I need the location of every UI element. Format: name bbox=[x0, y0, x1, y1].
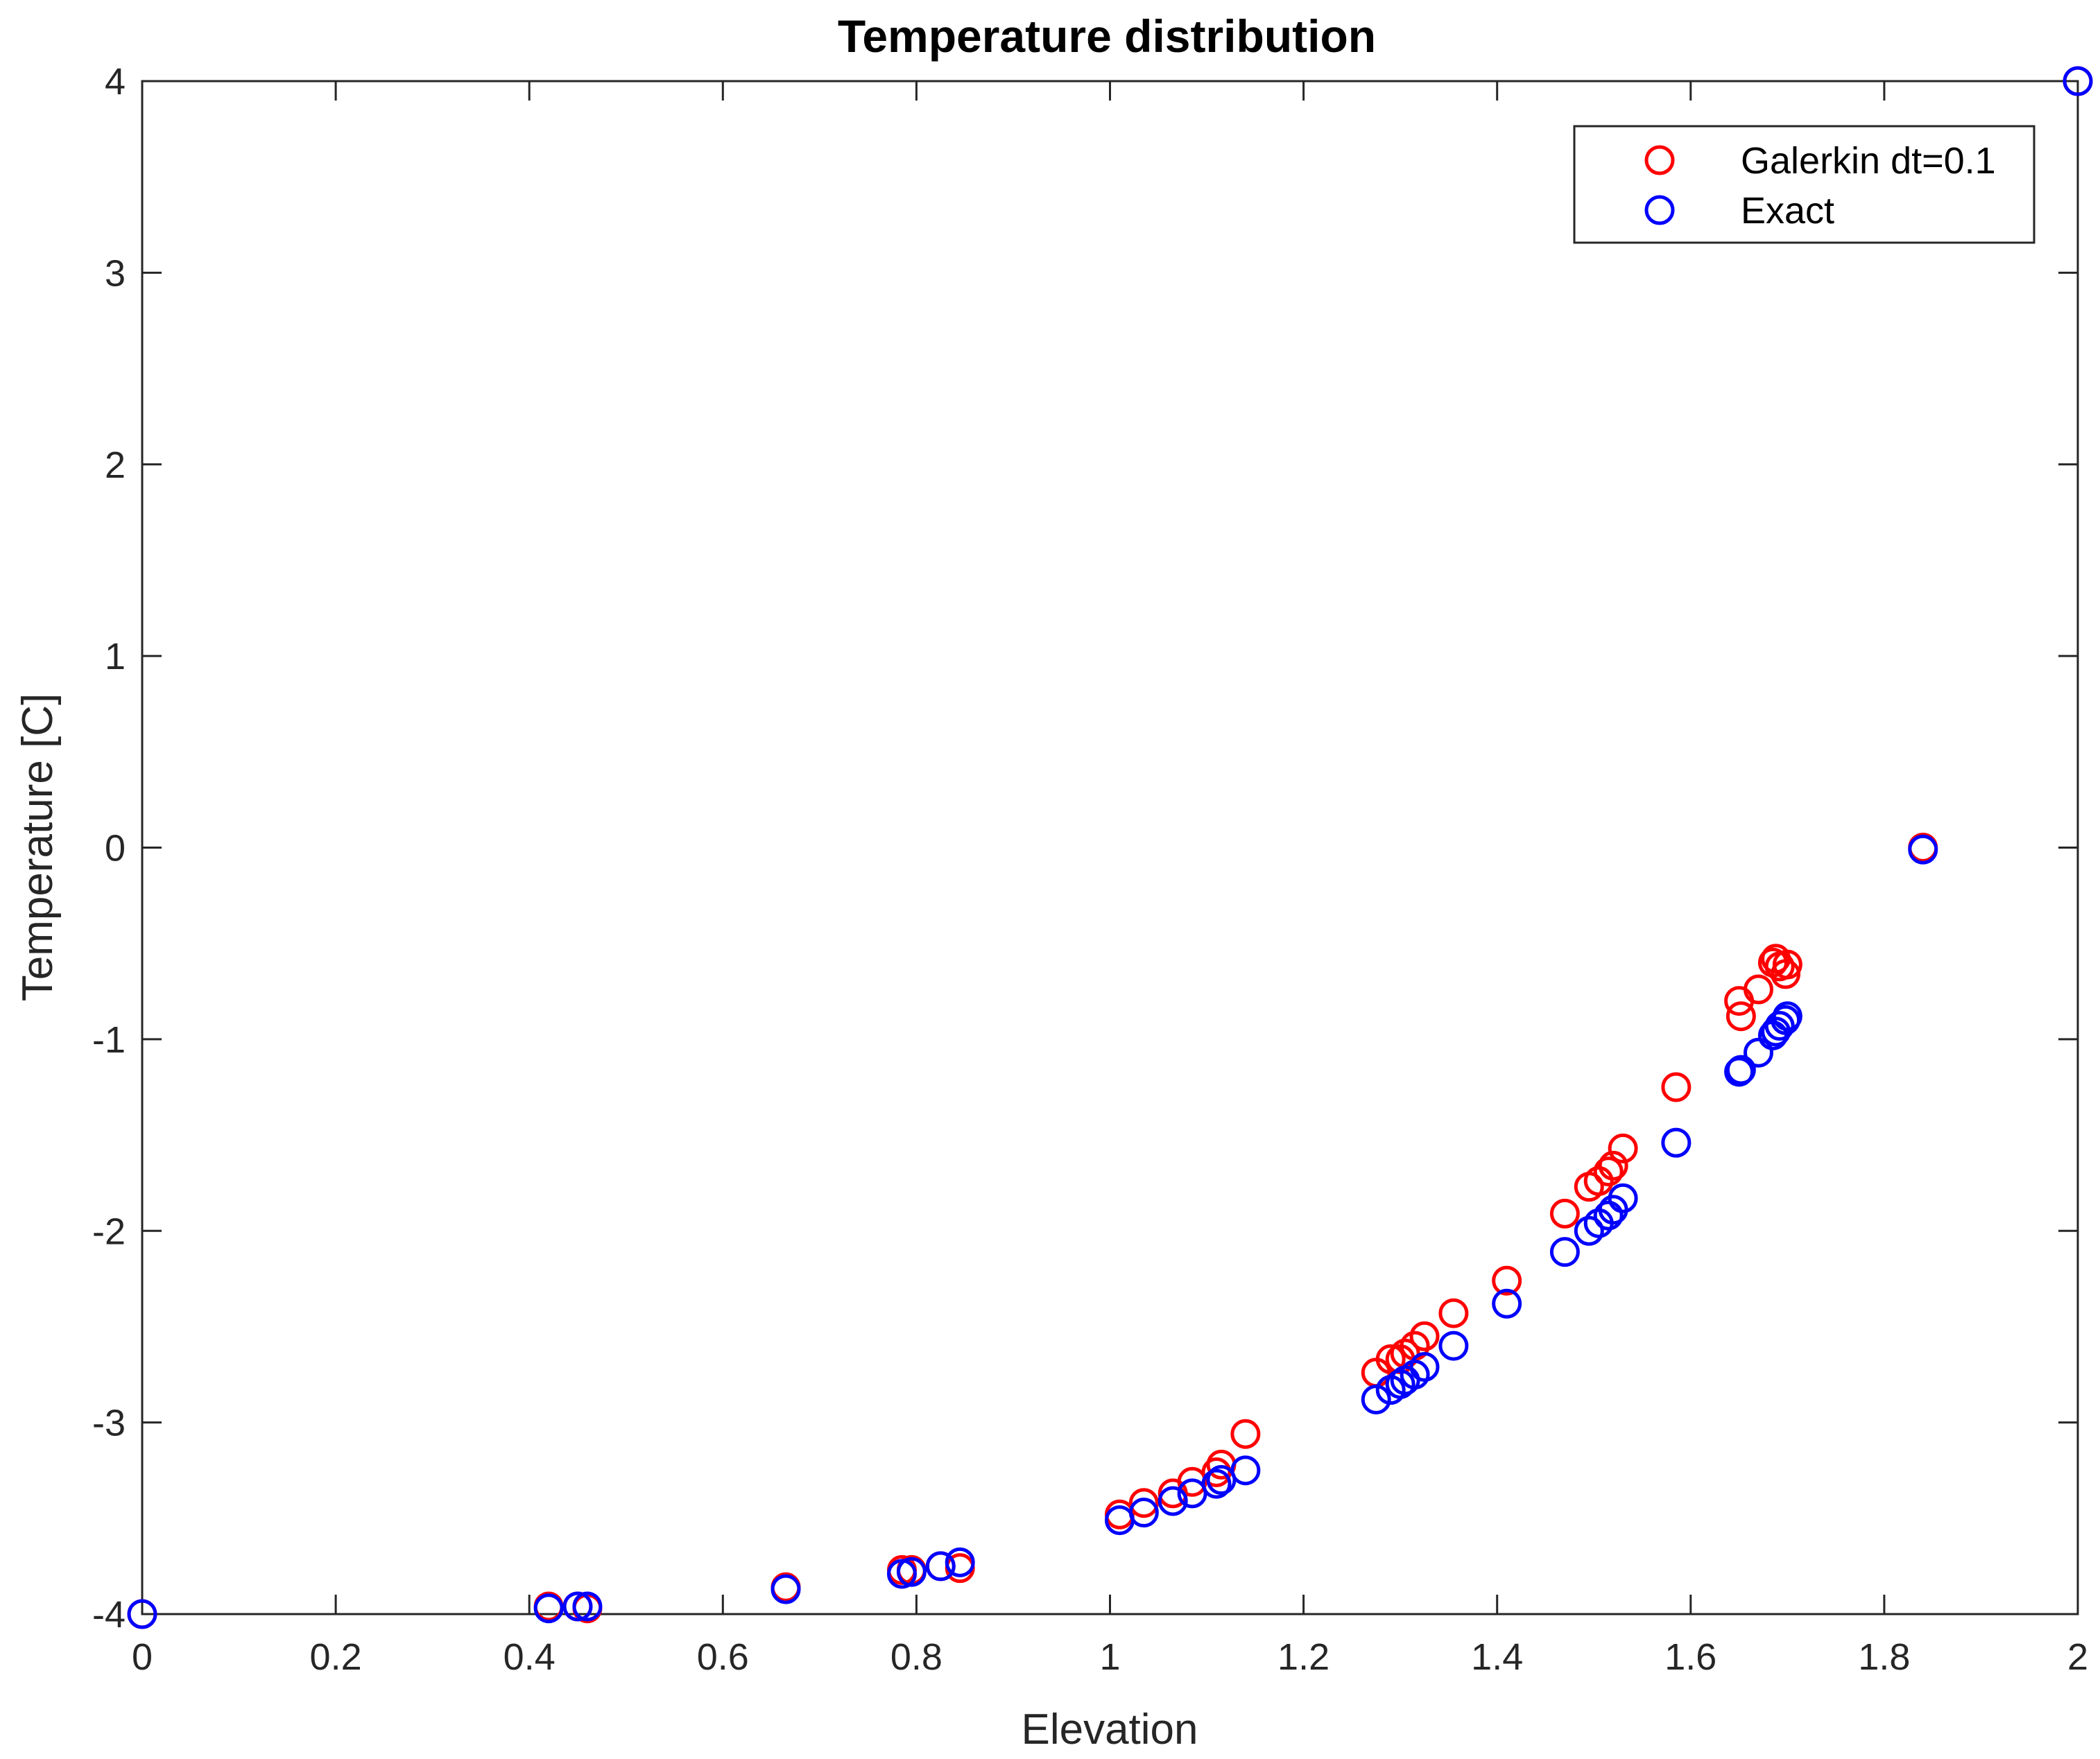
data-point bbox=[1743, 1037, 1773, 1068]
data-point bbox=[1608, 1183, 1638, 1213]
data-point bbox=[1725, 1055, 1756, 1085]
data-point bbox=[1725, 1001, 1756, 1032]
data-point bbox=[1128, 1488, 1159, 1518]
data-point bbox=[1409, 1321, 1440, 1351]
data-point bbox=[572, 1591, 603, 1622]
x-tick-label: 0.8 bbox=[890, 1636, 943, 1678]
data-point bbox=[1492, 1265, 1522, 1296]
y-tick-label: 1 bbox=[105, 636, 126, 677]
data-point bbox=[1230, 1419, 1261, 1449]
y-tick-label: 4 bbox=[105, 61, 126, 103]
data-point bbox=[896, 1557, 927, 1587]
y-tick-label: 3 bbox=[105, 252, 126, 294]
legend-marker-galerkin bbox=[1644, 145, 1675, 175]
data-point bbox=[771, 1574, 801, 1604]
data-point bbox=[1492, 1288, 1522, 1319]
legend-label-exact: Exact bbox=[1741, 190, 1834, 232]
data-point bbox=[533, 1593, 564, 1624]
x-tick-label: 0.4 bbox=[504, 1636, 556, 1678]
data-point bbox=[1549, 1237, 1580, 1267]
data-point bbox=[1593, 1156, 1624, 1187]
y-axis: -4 -3 -2 -1 0 1 2 3 4 bbox=[92, 61, 2078, 1636]
y-tick-label: 0 bbox=[105, 828, 126, 869]
data-point bbox=[945, 1547, 975, 1577]
data-point bbox=[1661, 1072, 1692, 1102]
data-point bbox=[1593, 1200, 1624, 1231]
series-exact bbox=[127, 66, 2093, 1629]
data-point bbox=[1400, 1360, 1430, 1390]
x-tick-label: 1.4 bbox=[1471, 1636, 1523, 1678]
x-tick-label: 1.6 bbox=[1664, 1636, 1716, 1678]
data-point bbox=[1438, 1331, 1469, 1361]
data-point bbox=[1201, 1468, 1232, 1499]
legend: Galerkin dt=0.1 Exact bbox=[1573, 125, 2036, 244]
chart-title: Temperature distribution bbox=[838, 10, 1376, 62]
data-point bbox=[127, 1599, 157, 1629]
data-point bbox=[2063, 66, 2093, 96]
x-tick-label: 0 bbox=[132, 1636, 153, 1678]
data-point bbox=[1743, 974, 1773, 1005]
data-point bbox=[1157, 1486, 1188, 1516]
data-point bbox=[1772, 949, 1802, 980]
x-tick-label: 1.8 bbox=[1858, 1636, 1910, 1678]
y-tick-label: -2 bbox=[92, 1211, 126, 1252]
y-axis-label: Temperature [C] bbox=[14, 693, 62, 1002]
data-point bbox=[1908, 834, 1938, 865]
data-point bbox=[1385, 1369, 1415, 1399]
x-tick-label: 0.2 bbox=[310, 1636, 362, 1678]
data-point bbox=[1361, 1384, 1391, 1414]
x-tick-label: 0.6 bbox=[697, 1636, 749, 1678]
y-tick-label: -4 bbox=[92, 1594, 126, 1636]
x-axis-label: Elevation bbox=[1021, 1706, 1198, 1753]
data-point bbox=[1230, 1455, 1261, 1486]
data-point bbox=[1549, 1198, 1580, 1229]
x-tick-label: 1 bbox=[1099, 1636, 1120, 1678]
y-tick-label: -3 bbox=[92, 1403, 126, 1444]
data-point bbox=[1764, 1011, 1795, 1041]
legend-marker-exact bbox=[1644, 195, 1675, 225]
x-tick-label: 1.2 bbox=[1277, 1636, 1329, 1678]
y-tick-label: 2 bbox=[105, 444, 126, 486]
data-point bbox=[1772, 1001, 1802, 1032]
legend-box bbox=[1573, 125, 2036, 244]
data-point bbox=[925, 1551, 956, 1582]
data-point bbox=[1574, 1215, 1604, 1246]
x-axis: 0 0.2 0.4 0.6 0.8 1 1.2 1.4 1.6 1.8 2 bbox=[132, 81, 2088, 1678]
data-point bbox=[1409, 1351, 1440, 1382]
x-tick-label: 2 bbox=[2067, 1636, 2088, 1678]
data-point bbox=[1598, 1150, 1628, 1181]
data-point bbox=[1661, 1127, 1692, 1158]
data-point bbox=[1375, 1344, 1406, 1374]
data-point bbox=[1201, 1457, 1232, 1487]
plot-area bbox=[141, 80, 2079, 1615]
data-point bbox=[1608, 1133, 1638, 1163]
data-point bbox=[1438, 1298, 1469, 1328]
data-point bbox=[562, 1591, 593, 1622]
data-series-layer bbox=[127, 66, 2093, 1629]
data-point bbox=[1128, 1498, 1159, 1528]
data-point bbox=[1724, 1057, 1755, 1087]
legend-label-galerkin: Galerkin dt=0.1 bbox=[1741, 140, 1996, 182]
y-tick-label: -1 bbox=[92, 1019, 126, 1061]
